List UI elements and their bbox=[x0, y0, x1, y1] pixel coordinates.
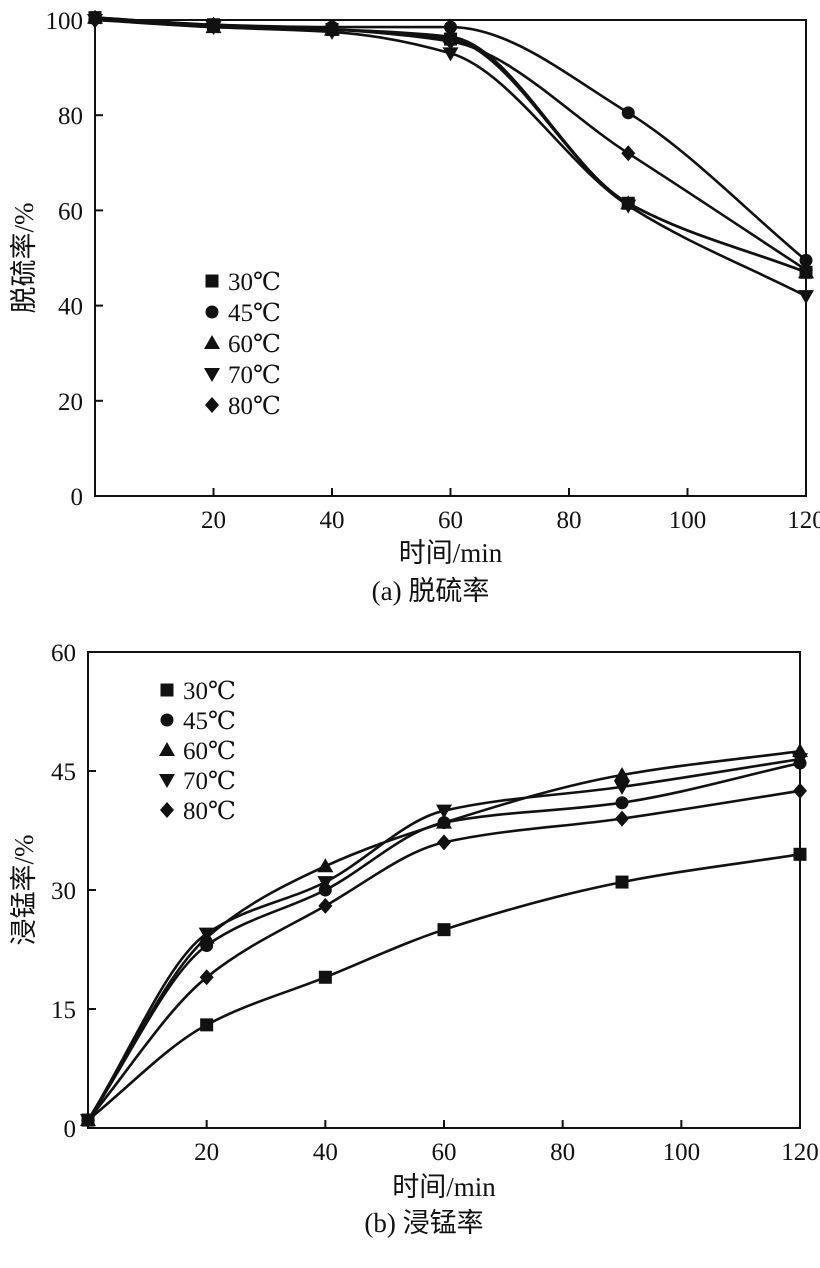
x-tick-label: 100 bbox=[663, 1139, 701, 1166]
series-30℃ bbox=[81, 847, 807, 1127]
data-point bbox=[325, 21, 339, 38]
legend-label: 30℃ bbox=[183, 678, 236, 705]
data-point bbox=[317, 858, 334, 873]
legend-marker bbox=[160, 713, 174, 727]
data-point bbox=[615, 796, 629, 810]
legend-marker bbox=[205, 397, 219, 413]
y-tick-label: 40 bbox=[58, 294, 83, 321]
data-point bbox=[621, 106, 635, 120]
data-point bbox=[200, 1018, 214, 1032]
figure-caption: (a) 脱硫率 bbox=[372, 576, 490, 606]
y-tick-label: 80 bbox=[58, 103, 83, 130]
legend-marker bbox=[205, 305, 219, 319]
series-line bbox=[87, 853, 801, 1122]
series-70℃ bbox=[87, 14, 814, 305]
y-tick-label: 45 bbox=[51, 759, 76, 786]
y-tick-label: 60 bbox=[51, 640, 76, 667]
y-axis-label: 浸锰率/% bbox=[9, 835, 39, 946]
series-80℃ bbox=[88, 12, 813, 278]
legend-marker bbox=[204, 368, 220, 382]
x-tick-label: 40 bbox=[320, 507, 345, 534]
data-point bbox=[621, 145, 636, 162]
series-line bbox=[94, 18, 807, 298]
y-tick-label: 0 bbox=[71, 484, 84, 511]
series-line bbox=[87, 789, 801, 1121]
legend-marker bbox=[205, 274, 219, 288]
data-point bbox=[206, 16, 221, 33]
x-tick-label: 20 bbox=[194, 1139, 219, 1166]
data-point bbox=[436, 804, 452, 819]
data-point bbox=[442, 47, 459, 62]
x-axis-label: 时间/min bbox=[392, 1172, 496, 1202]
y-tick-label: 100 bbox=[46, 8, 84, 35]
legend-label: 70℃ bbox=[228, 362, 281, 389]
legend-marker bbox=[160, 683, 174, 697]
data-point bbox=[799, 253, 813, 267]
y-tick-label: 30 bbox=[51, 878, 76, 905]
data-point bbox=[437, 834, 451, 851]
x-axis-label: 时间/min bbox=[399, 538, 503, 568]
data-point bbox=[614, 766, 630, 781]
y-tick-label: 0 bbox=[64, 1116, 77, 1143]
legend: 30℃ 45℃ 60℃ 70℃ 80℃ bbox=[159, 678, 236, 825]
legend-marker bbox=[159, 774, 175, 788]
data-point bbox=[199, 969, 214, 986]
x-tick-label: 20 bbox=[201, 507, 226, 534]
legend-label: 70℃ bbox=[183, 768, 236, 795]
y-axis-label: 脱硫率/% bbox=[9, 203, 39, 314]
data-point bbox=[792, 753, 808, 768]
chart-panel-a: 20 40 60 80 100 120 0 20 40 60 80 100 时间/min 脱硫率/% (a)… bbox=[9, 8, 820, 606]
data-point bbox=[437, 923, 451, 937]
y-tick-label: 60 bbox=[58, 198, 83, 225]
legend-label: 60℃ bbox=[228, 331, 281, 358]
figure-caption: (b) 浸锰率 bbox=[364, 1208, 483, 1238]
legend-marker bbox=[160, 802, 174, 818]
legend-label: 45℃ bbox=[228, 300, 281, 327]
x-tick-label: 80 bbox=[557, 507, 582, 534]
x-tick-label: 60 bbox=[438, 507, 463, 534]
x-tick-label: 120 bbox=[787, 507, 820, 534]
data-point bbox=[88, 12, 102, 28]
data-point bbox=[799, 261, 813, 278]
x-tick-label: 120 bbox=[781, 1139, 819, 1166]
x-tick-label: 40 bbox=[313, 1139, 338, 1166]
data-point bbox=[443, 33, 458, 50]
series-line bbox=[86, 749, 801, 1121]
data-point bbox=[436, 814, 452, 829]
legend-label: 60℃ bbox=[183, 738, 236, 765]
x-tick-label: 60 bbox=[432, 1139, 457, 1166]
y-tick-label: 15 bbox=[51, 997, 76, 1024]
series-line bbox=[86, 761, 801, 1121]
data-point bbox=[198, 927, 215, 942]
data-point bbox=[318, 970, 332, 984]
legend-label: 80℃ bbox=[183, 798, 236, 825]
chart-panel-b: 20 40 60 80 100 120 0 15 30 45 60 时间/min 浸锰率/% (b) 浸锰… bbox=[9, 640, 819, 1238]
data-point bbox=[798, 290, 814, 305]
data-point bbox=[615, 810, 629, 827]
data-point bbox=[615, 875, 629, 889]
legend-marker bbox=[159, 742, 175, 756]
legend-label: 30℃ bbox=[228, 269, 281, 296]
data-point bbox=[444, 20, 457, 34]
data-point bbox=[793, 847, 807, 861]
data-point bbox=[793, 782, 807, 799]
data-point bbox=[317, 876, 334, 891]
x-tick-label: 100 bbox=[669, 507, 707, 534]
data-point bbox=[620, 199, 637, 214]
y-tick-label: 20 bbox=[58, 389, 83, 416]
legend: 30℃ 45℃ 60℃ 70℃ 80℃ bbox=[204, 269, 281, 420]
plot-frame bbox=[94, 19, 807, 497]
x-tick-label: 80 bbox=[550, 1139, 575, 1166]
series-line bbox=[86, 757, 801, 1121]
legend-label: 80℃ bbox=[228, 393, 281, 420]
data-point bbox=[614, 780, 630, 795]
series-80℃ bbox=[81, 782, 807, 1129]
legend-marker bbox=[204, 335, 220, 349]
legend-label: 45℃ bbox=[183, 708, 236, 735]
data-point bbox=[81, 1112, 95, 1129]
data-point bbox=[318, 897, 333, 914]
